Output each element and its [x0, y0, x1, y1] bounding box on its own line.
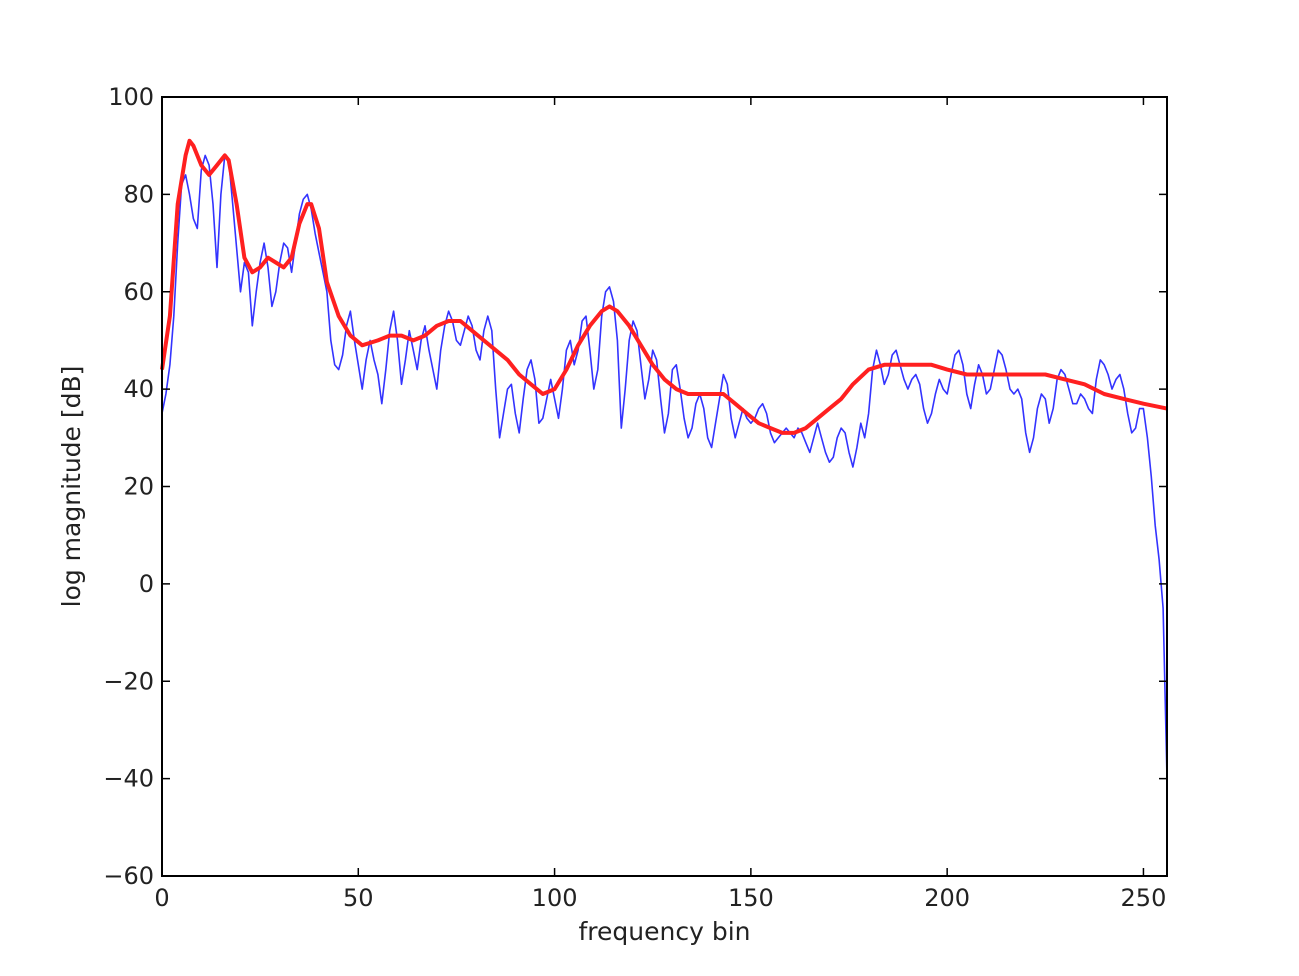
x-tick-label: 250	[1121, 884, 1167, 912]
series-line-1	[161, 154, 1168, 779]
x-axis-label: frequency bin	[579, 917, 751, 946]
y-tick-label: 80	[123, 180, 154, 208]
y-tick-label: 100	[108, 83, 154, 111]
y-tick-label: −60	[103, 862, 154, 890]
x-tick-label: 200	[924, 884, 970, 912]
y-tick-label: 60	[123, 278, 154, 306]
x-axis-ticks: 0 50 100 150 200 250	[154, 97, 1166, 912]
plot-lines	[160, 138, 1168, 779]
x-tick-label: 0	[154, 884, 169, 912]
y-tick-label: −40	[103, 765, 154, 793]
x-tick-label: 150	[728, 884, 774, 912]
series-line-2	[160, 138, 1168, 435]
y-tick-label: 40	[123, 375, 154, 403]
y-tick-label: −20	[103, 667, 154, 695]
x-tick-label: 50	[343, 884, 374, 912]
y-tick-label: 0	[139, 570, 154, 598]
y-tick-label: 20	[123, 473, 154, 501]
y-axis-label: log magnitude [dB]	[57, 366, 86, 608]
x-tick-label: 100	[532, 884, 578, 912]
y-axis-ticks: −60 −40 −20 0 20 40 60 80 100	[103, 83, 1167, 890]
